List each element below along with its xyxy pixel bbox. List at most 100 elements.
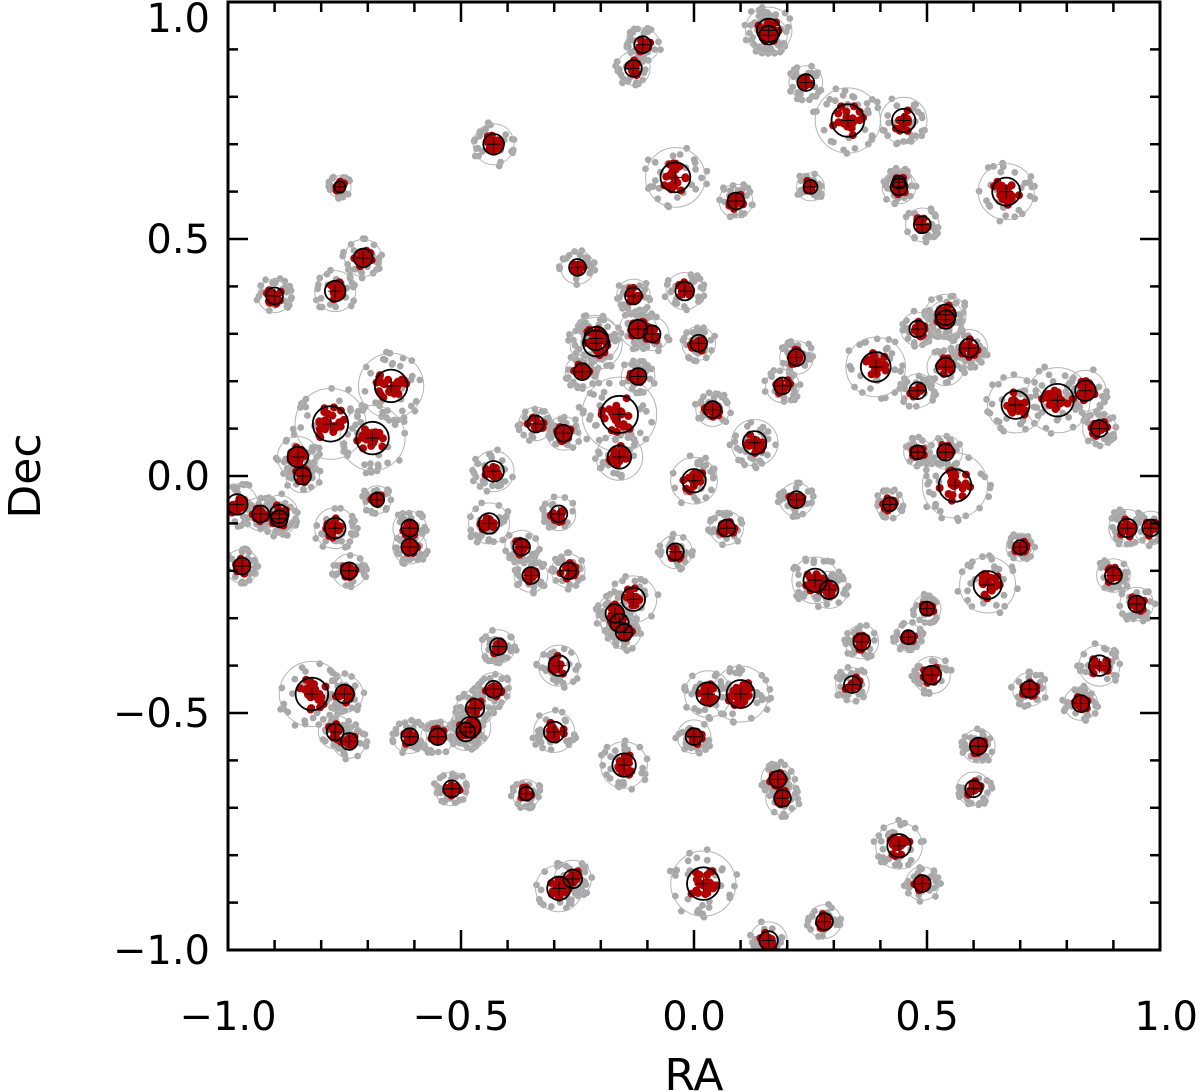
field-point: [795, 581, 803, 588]
field-point: [1103, 675, 1111, 683]
field-point: [1069, 423, 1077, 431]
field-point: [651, 46, 658, 53]
field-point: [530, 583, 538, 591]
group-outer-circle: [845, 336, 907, 398]
group-outer-circle: [926, 300, 965, 339]
field-point: [914, 673, 922, 680]
member-point: [681, 174, 690, 183]
field-point: [805, 96, 813, 104]
group-outer-circle: [472, 123, 515, 166]
field-point: [749, 34, 757, 41]
group-outer-circle: [905, 207, 940, 243]
field-point: [643, 303, 651, 311]
field-point: [356, 739, 364, 747]
field-point: [1118, 590, 1126, 598]
field-point: [879, 845, 887, 853]
field-point: [283, 288, 291, 296]
field-point: [642, 280, 650, 287]
field-point: [530, 589, 537, 597]
field-point: [537, 738, 545, 746]
group-outer-circle: [344, 238, 383, 278]
member-point: [707, 406, 715, 415]
field-point: [237, 522, 245, 529]
field-point: [525, 532, 533, 540]
field-point: [697, 296, 704, 304]
field-point: [547, 434, 555, 442]
member-point: [948, 491, 957, 500]
field-point: [503, 692, 511, 700]
field-point: [904, 335, 912, 342]
member-point: [322, 421, 331, 430]
field-point: [630, 452, 638, 460]
field-point: [556, 263, 564, 271]
field-point: [272, 454, 280, 462]
group-outer-circle: [325, 674, 364, 714]
group-outer-circle: [709, 510, 744, 546]
field-point: [567, 381, 574, 389]
group-outer-circle: [314, 270, 357, 313]
group-outer-circle: [609, 575, 658, 624]
field-point: [1076, 667, 1084, 675]
field-point: [779, 951, 786, 958]
field-point: [917, 838, 925, 846]
field-point: [703, 856, 711, 864]
field-point: [1026, 668, 1033, 676]
member-point: [1080, 383, 1089, 392]
field-point: [1047, 430, 1055, 437]
field-point: [612, 436, 619, 444]
field-point: [817, 191, 824, 199]
group-outer-circle: [511, 779, 541, 809]
field-point: [591, 422, 599, 429]
field-point: [914, 679, 922, 687]
field-point: [629, 645, 636, 652]
field-point: [673, 866, 681, 874]
field-point: [719, 865, 726, 872]
field-point: [484, 710, 492, 718]
field-point: [416, 376, 424, 384]
field-point: [705, 714, 713, 722]
group-outer-circle: [504, 529, 539, 565]
field-point: [814, 69, 822, 76]
field-point: [538, 563, 546, 571]
member-point: [612, 454, 621, 463]
field-point: [309, 714, 317, 722]
field-point: [705, 904, 713, 911]
field-point: [1162, 523, 1169, 530]
field-point: [991, 565, 999, 572]
field-point: [923, 503, 931, 511]
field-point: [473, 145, 480, 153]
field-point: [693, 854, 701, 862]
field-point: [810, 559, 818, 567]
field-point: [502, 131, 510, 139]
field-point: [979, 553, 986, 561]
field-point: [731, 882, 738, 890]
field-point: [986, 735, 994, 742]
field-point: [971, 363, 979, 371]
field-point: [964, 587, 971, 595]
member-point: [629, 319, 638, 328]
field-point: [367, 460, 374, 468]
field-point: [749, 455, 757, 463]
group-outer-circle: [468, 502, 510, 545]
field-point: [1147, 598, 1154, 605]
field-point: [354, 413, 361, 420]
field-point: [845, 636, 853, 644]
field-point: [582, 881, 590, 888]
field-point: [767, 44, 774, 52]
field-point: [344, 542, 351, 550]
field-point: [408, 402, 415, 410]
field-point: [1026, 192, 1034, 200]
field-point: [626, 33, 634, 41]
field-point: [922, 338, 929, 346]
field-point: [571, 889, 579, 897]
group-outer-circle: [1082, 411, 1117, 446]
field-point: [995, 380, 1002, 388]
field-point: [598, 394, 606, 401]
field-point: [287, 521, 294, 529]
field-point: [648, 418, 656, 426]
group-outer-circle: [434, 771, 470, 807]
field-point: [1096, 403, 1104, 411]
field-point: [319, 715, 327, 723]
field-point: [301, 717, 308, 725]
field-point: [319, 543, 327, 550]
